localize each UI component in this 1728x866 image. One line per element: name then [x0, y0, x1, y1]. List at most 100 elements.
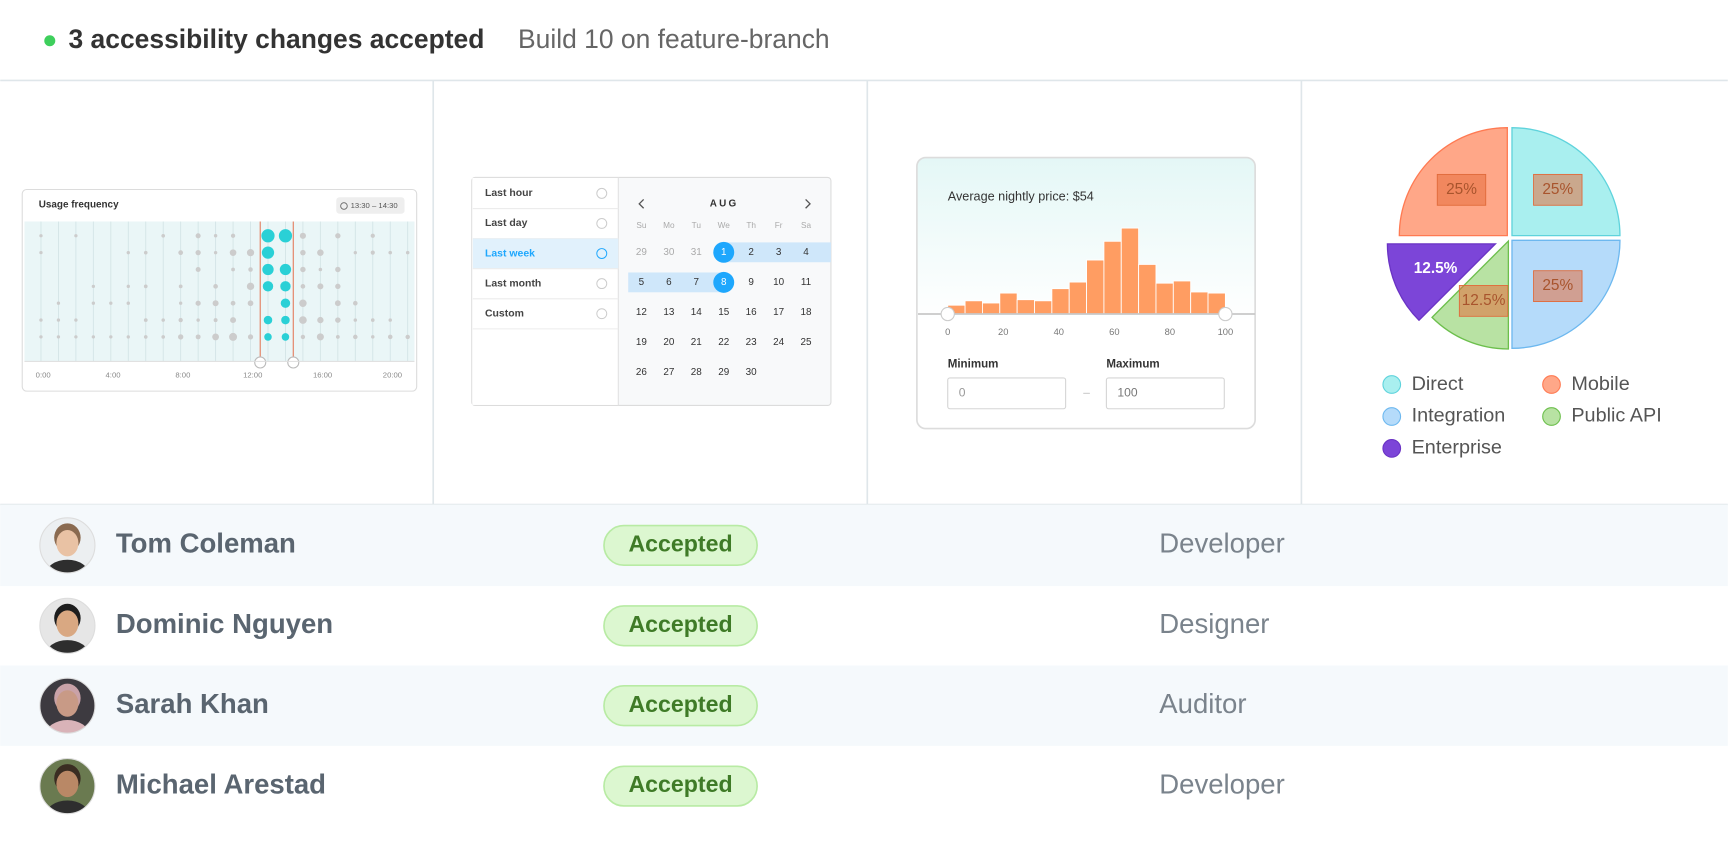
day[interactable]: 26 — [636, 367, 648, 378]
day[interactable]: 3 — [776, 247, 782, 258]
day[interactable]: 9 — [748, 277, 754, 288]
legend-label[interactable]: Public API — [1571, 405, 1661, 427]
avatar-ring — [39, 517, 96, 574]
legend-label[interactable]: Enterprise — [1412, 437, 1502, 459]
histogram-bar — [1138, 263, 1157, 315]
usage-dot — [229, 332, 238, 341]
preset-option[interactable]: Last day — [485, 218, 528, 229]
usage-dot — [353, 318, 358, 322]
legend-label[interactable]: Integration — [1412, 405, 1506, 427]
day[interactable]: 27 — [663, 367, 675, 378]
range-handle[interactable] — [1218, 306, 1233, 322]
usage-dot — [143, 318, 148, 322]
x-tick-label: 0:00 — [36, 371, 51, 380]
next-arrow[interactable] — [805, 198, 811, 209]
day[interactable]: 24 — [773, 337, 785, 348]
usage-dot — [178, 334, 184, 340]
usage-dot — [56, 335, 61, 339]
day[interactable]: 17 — [773, 307, 785, 318]
table-row — [0, 504, 1728, 587]
day[interactable]: 21 — [691, 337, 703, 348]
prev-arrow[interactable] — [638, 198, 645, 209]
day[interactable]: 30 — [746, 367, 758, 378]
max-input[interactable] — [1105, 377, 1225, 410]
usage-dot — [353, 250, 357, 255]
day[interactable]: 14 — [691, 307, 703, 318]
day[interactable]: 29 — [718, 367, 730, 378]
usage-dot — [195, 249, 201, 256]
pie-slice[interactable] — [1386, 243, 1497, 322]
table-row — [0, 665, 1728, 746]
person-role: Developer — [1159, 528, 1285, 559]
day[interactable]: 28 — [691, 367, 703, 378]
x-tick-label: 20:00 — [383, 371, 402, 380]
selection-handle[interactable] — [287, 356, 300, 369]
label-box — [1533, 173, 1583, 206]
day[interactable]: 10 — [773, 277, 785, 288]
day[interactable]: 25 — [801, 337, 813, 348]
day[interactable]: 5 — [639, 277, 645, 288]
usage-dot — [213, 284, 218, 289]
day[interactable]: 12 — [636, 307, 648, 318]
day[interactable]: 19 — [636, 337, 648, 348]
person-name: Dominic Nguyen — [116, 608, 333, 639]
avatar-body — [45, 559, 90, 573]
usage-title: Usage frequency — [39, 200, 119, 211]
usage-dot — [335, 233, 341, 239]
histogram-bar — [1086, 259, 1105, 315]
usage-dot — [335, 317, 341, 323]
day[interactable]: 6 — [666, 277, 672, 288]
usage-dot — [213, 318, 218, 323]
usage-dot — [74, 234, 78, 238]
day[interactable]: 11 — [801, 277, 812, 288]
person-name: Sarah Khan — [116, 688, 269, 719]
preset-option[interactable]: Custom — [485, 308, 524, 319]
avatar-ring — [39, 677, 96, 734]
histogram-title: Average nightly price: $54 — [948, 190, 1094, 204]
day[interactable]: 23 — [746, 337, 758, 348]
day[interactable]: 30 — [663, 247, 675, 258]
usage-dot — [405, 250, 410, 255]
status-badge — [603, 685, 758, 727]
day[interactable]: 22 — [718, 337, 730, 348]
usage-dot — [143, 335, 148, 339]
x-tick-label: 4:00 — [106, 371, 121, 380]
usage-dot — [335, 335, 340, 339]
range-handle[interactable] — [940, 306, 955, 322]
day[interactable]: 15 — [718, 307, 730, 318]
day[interactable]: 8 — [721, 277, 727, 288]
day[interactable]: 18 — [801, 307, 813, 318]
slice-label: 25% — [1542, 181, 1573, 198]
day[interactable]: 29 — [636, 247, 648, 258]
slice-label: 25% — [1542, 277, 1573, 294]
day[interactable]: 1 — [721, 247, 727, 258]
selection-handle[interactable] — [254, 356, 267, 369]
day[interactable]: 16 — [746, 307, 758, 318]
usage-dot — [178, 250, 184, 256]
min-input[interactable] — [947, 377, 1067, 410]
day[interactable]: 2 — [748, 247, 754, 258]
usage-dot — [195, 300, 201, 306]
histogram-bar — [982, 302, 1001, 315]
status-badge — [603, 524, 758, 567]
day[interactable]: 4 — [803, 247, 809, 258]
usage-dot — [334, 300, 341, 307]
selected-day — [713, 271, 735, 293]
max-label: Maximum — [1106, 359, 1159, 371]
day[interactable]: 20 — [663, 337, 675, 348]
legend-label[interactable]: Mobile — [1571, 373, 1629, 395]
usage-dot — [195, 267, 201, 272]
day[interactable]: 7 — [694, 277, 700, 288]
preset-option[interactable]: Last month — [485, 278, 541, 289]
day[interactable]: 31 — [691, 247, 703, 258]
usage-dot — [263, 315, 273, 325]
preset-pane — [472, 177, 619, 405]
usage-dot — [261, 246, 275, 259]
preset-option[interactable]: Last week — [485, 248, 535, 259]
label-box — [1436, 173, 1487, 206]
day[interactable]: 13 — [663, 307, 675, 318]
legend-label[interactable]: Direct — [1412, 373, 1464, 395]
preset-option[interactable]: Last hour — [485, 188, 533, 199]
usage-dot — [300, 266, 306, 273]
